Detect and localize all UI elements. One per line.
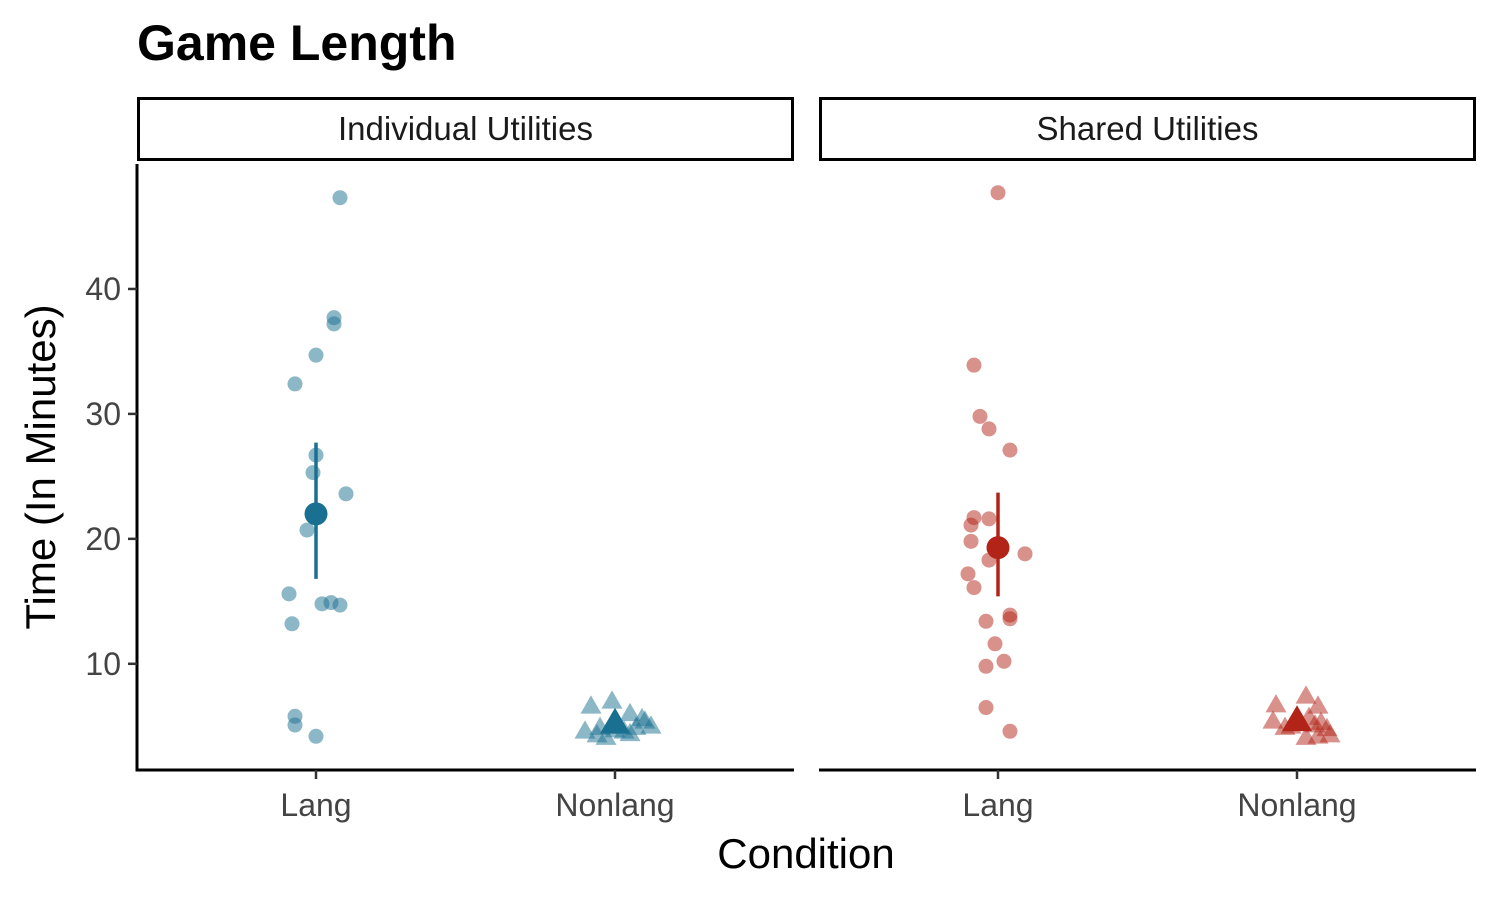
facet-panel-2: Shared Utilities Lang Nonlang xyxy=(819,97,1476,823)
data-point xyxy=(1017,546,1033,562)
mean-point xyxy=(304,502,328,526)
series-lang xyxy=(960,185,1033,739)
data-point xyxy=(990,185,1006,201)
series-lang xyxy=(281,190,354,744)
facet-strip-label: Individual Utilities xyxy=(338,110,593,147)
y-tick-label: 20 xyxy=(85,521,121,557)
data-point xyxy=(1002,723,1018,739)
x-axis-title: Condition xyxy=(717,830,894,877)
data-point xyxy=(1307,695,1329,714)
chart-title: Game Length xyxy=(137,15,456,71)
data-point xyxy=(963,533,979,549)
data-point xyxy=(281,586,297,602)
data-point xyxy=(981,511,997,527)
data-point xyxy=(1295,726,1317,745)
data-point xyxy=(963,517,979,533)
data-point xyxy=(601,690,623,709)
facet-strip-box xyxy=(137,97,794,161)
data-point xyxy=(619,722,641,742)
data-point xyxy=(966,580,982,596)
y-tick-label: 10 xyxy=(85,646,121,682)
data-point xyxy=(284,616,300,632)
data-point xyxy=(338,486,354,502)
data-point xyxy=(996,653,1012,669)
data-point xyxy=(332,190,348,206)
data-point xyxy=(332,597,348,613)
facet-panel-1: Individual Utilities 10 20 30 40 Lang Nonlang xyxy=(85,97,794,823)
data-point xyxy=(1265,694,1287,713)
data-point xyxy=(308,728,324,744)
mean-point xyxy=(1282,705,1312,732)
data-point xyxy=(966,357,982,373)
facet-strip-box xyxy=(819,97,1476,161)
mean-point xyxy=(986,536,1010,560)
data-point xyxy=(978,613,994,629)
facet-strip-label: Shared Utilities xyxy=(1037,110,1259,147)
data-point xyxy=(1262,710,1284,729)
data-point xyxy=(299,522,315,538)
data-point xyxy=(972,408,988,424)
x-tick-label: Lang xyxy=(962,787,1033,823)
x-tick-label: Nonlang xyxy=(1237,787,1356,823)
data-point xyxy=(981,421,997,437)
data-point xyxy=(580,695,602,714)
data-point xyxy=(1002,442,1018,458)
data-point xyxy=(960,566,976,582)
mean-point xyxy=(600,707,630,734)
data-point xyxy=(978,658,994,674)
x-tick-label: Nonlang xyxy=(555,787,674,823)
data-point xyxy=(1319,724,1341,743)
y-axis-title: Time (In Minutes) xyxy=(17,304,64,629)
data-point xyxy=(287,717,303,733)
data-point xyxy=(308,347,324,363)
data-point xyxy=(326,316,342,332)
y-tick-label: 30 xyxy=(85,396,121,432)
data-point xyxy=(631,707,653,727)
x-tick-label: Lang xyxy=(280,787,351,823)
data-point xyxy=(619,702,641,722)
data-point xyxy=(978,700,994,716)
data-point xyxy=(987,636,1003,652)
data-point xyxy=(1295,685,1317,704)
series-nonlang xyxy=(574,690,662,745)
data-point xyxy=(305,465,321,481)
data-point xyxy=(287,376,303,392)
y-tick-label: 40 xyxy=(85,271,121,307)
series-nonlang xyxy=(1262,685,1341,745)
data-point xyxy=(1002,611,1018,627)
